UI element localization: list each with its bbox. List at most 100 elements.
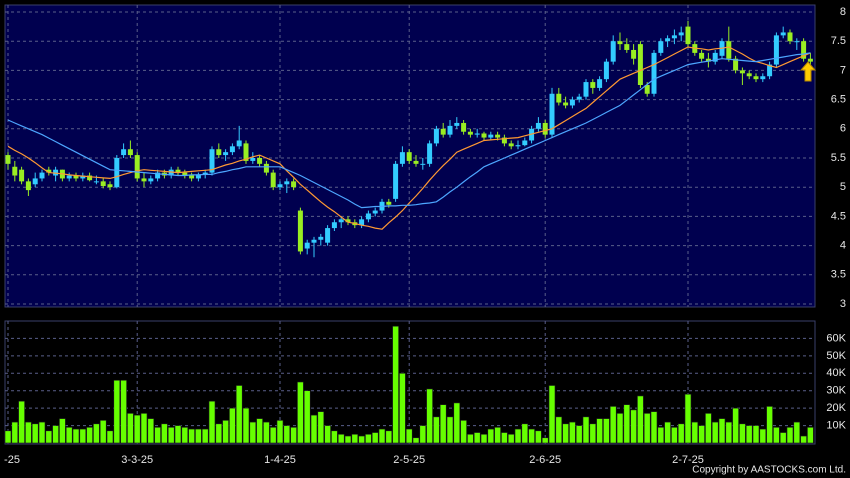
- candle-body: [304, 242, 310, 249]
- moving-average-line: [7, 46, 811, 230]
- candle-body: [597, 79, 603, 88]
- candle-body: [134, 155, 140, 179]
- y-tick-label: 30K: [826, 385, 846, 397]
- volume-bar: [589, 423, 597, 444]
- volume-bar: [161, 423, 168, 444]
- volume-bar: [718, 418, 726, 444]
- volume-bar: [528, 428, 535, 444]
- volume-bar: [786, 427, 794, 444]
- y-tick-label: 6: [840, 123, 846, 135]
- candle-body: [413, 160, 419, 164]
- volume-bar: [201, 428, 209, 444]
- candle-body: [229, 146, 235, 153]
- volume-bar: [596, 418, 603, 444]
- candle-body: [685, 26, 691, 45]
- volume-bar: [480, 433, 488, 444]
- volume-bar: [310, 414, 318, 444]
- candle-body: [291, 181, 297, 188]
- volume-bar: [229, 407, 236, 444]
- candle-body: [12, 166, 18, 176]
- candle-body: [440, 128, 446, 135]
- volume-bar: [711, 421, 719, 444]
- candle-body: [87, 175, 93, 181]
- volume-bar: [555, 416, 563, 444]
- volume-bar: [637, 395, 644, 444]
- candle-body: [209, 149, 215, 173]
- volume-bar: [725, 421, 733, 444]
- candle-body: [794, 41, 800, 43]
- candle-body: [73, 175, 79, 179]
- candle-body: [753, 76, 759, 80]
- y-tick-label: 3: [840, 298, 846, 310]
- volume-bar: [467, 433, 474, 444]
- volume-bar: [473, 432, 481, 444]
- candle-body: [569, 99, 575, 106]
- candle-body: [726, 41, 732, 59]
- volume-bar: [59, 418, 66, 444]
- volume-bar: [616, 413, 624, 444]
- volume-bar: [664, 421, 671, 444]
- volume-bar: [487, 428, 495, 444]
- volume-bar: [371, 432, 379, 444]
- candle-body: [637, 44, 643, 85]
- candle-body: [189, 175, 195, 179]
- x-tick-label: 1-4-25: [264, 454, 296, 466]
- candle-body: [80, 175, 86, 179]
- candle-body: [202, 172, 208, 175]
- candle-body: [801, 41, 807, 59]
- latest-arrow: [799, 61, 817, 82]
- x-tick-label: 2-6-25: [529, 454, 561, 466]
- candle-body: [535, 122, 541, 129]
- candle-body: [257, 158, 263, 164]
- y-tick-label: 6.5: [831, 94, 846, 106]
- candle-body: [359, 219, 365, 226]
- volume-bar: [535, 430, 542, 444]
- volume-bar: [752, 425, 760, 444]
- volume-bar: [256, 418, 263, 444]
- volume-bar: [521, 423, 529, 444]
- candle-body: [427, 143, 433, 164]
- volume-bar: [426, 388, 433, 444]
- volume-bar: [460, 420, 467, 444]
- volume-bar: [11, 421, 19, 444]
- volume-bar: [269, 427, 277, 444]
- y-tick-label: 40K: [826, 367, 846, 379]
- volume-bar: [759, 428, 767, 444]
- candle-body: [671, 35, 677, 39]
- volume-bar: [106, 430, 114, 444]
- candle-body: [644, 85, 650, 94]
- y-tick-label: 5: [840, 181, 846, 193]
- volume-bar: [399, 372, 406, 444]
- candle-body: [705, 58, 711, 62]
- volume-bar: [541, 437, 549, 444]
- volume-bar: [739, 423, 746, 444]
- volume-bar: [4, 430, 12, 444]
- volume-bar: [433, 416, 440, 444]
- candle-body: [127, 149, 133, 156]
- volume-bar: [113, 379, 121, 444]
- volume-bar: [358, 435, 365, 444]
- candle-body: [467, 131, 473, 135]
- volume-bar: [439, 404, 447, 444]
- volume-bar: [86, 427, 93, 444]
- volume-bar: [79, 428, 87, 444]
- volume-bar: [446, 416, 454, 444]
- volume-bar: [691, 421, 699, 444]
- volume-bar: [303, 390, 311, 444]
- x-tick-label: 3-3-25: [121, 454, 153, 466]
- volume-bar: [732, 407, 739, 444]
- volume-bar: [120, 379, 127, 444]
- candle-body: [148, 178, 154, 182]
- volume-bar: [154, 427, 161, 444]
- volume-bar: [38, 421, 46, 444]
- x-tick-label: 2-5-25: [393, 454, 425, 466]
- candle-body: [515, 145, 521, 147]
- candle-body: [277, 184, 283, 188]
- volume-bar: [745, 425, 753, 444]
- volume-bar: [603, 418, 610, 444]
- candle-body: [338, 219, 344, 223]
- candle-body: [297, 210, 303, 252]
- y-tick-label: 3.5: [831, 269, 846, 281]
- x-tick-label: -25: [4, 454, 20, 466]
